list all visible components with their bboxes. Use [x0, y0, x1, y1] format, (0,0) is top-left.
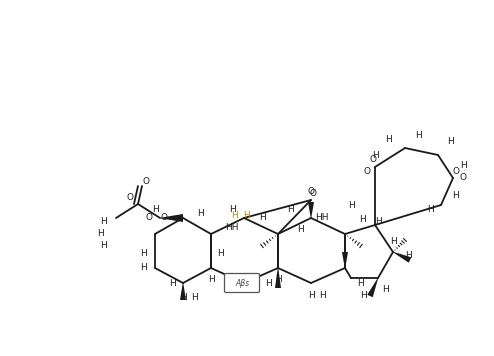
Text: H: H: [348, 200, 354, 209]
Text: H: H: [459, 161, 466, 169]
Text: H: H: [371, 151, 378, 159]
Text: H: H: [231, 211, 238, 220]
Text: H: H: [152, 205, 159, 215]
Text: HH: HH: [315, 214, 329, 222]
Text: O: O: [459, 173, 466, 183]
Text: H: H: [252, 278, 259, 288]
Text: H: H: [100, 218, 106, 226]
Text: H: H: [180, 293, 186, 302]
Text: H: H: [390, 237, 396, 246]
Text: H: H: [197, 209, 204, 218]
Text: O: O: [453, 167, 459, 176]
Text: H: H: [207, 276, 214, 284]
Text: H: H: [140, 263, 146, 272]
Text: H: H: [447, 137, 453, 147]
Text: H: H: [385, 136, 391, 145]
Text: H: H: [100, 241, 106, 250]
Text: H: H: [357, 278, 364, 288]
Text: H: H: [359, 215, 366, 225]
Text: H: H: [229, 205, 235, 215]
Text: H: H: [287, 205, 293, 215]
Text: O: O: [126, 193, 133, 201]
Text: O: O: [161, 214, 167, 222]
Text: H: H: [414, 131, 421, 140]
Text: HH: HH: [225, 224, 239, 232]
Text: H: H: [405, 251, 412, 260]
Polygon shape: [393, 252, 412, 263]
Text: H: H: [296, 225, 303, 235]
Text: O: O: [364, 167, 370, 176]
Polygon shape: [275, 268, 281, 288]
Text: O: O: [142, 178, 150, 187]
Text: H: H: [168, 278, 175, 288]
Text: H: H: [191, 293, 198, 302]
Text: H: H: [374, 218, 381, 226]
Text: H: H: [382, 286, 388, 294]
Text: H: H: [97, 229, 103, 237]
Text: H: H: [308, 290, 314, 299]
Text: H: H: [452, 190, 458, 199]
FancyBboxPatch shape: [224, 273, 259, 293]
Text: O: O: [307, 188, 315, 197]
Text: H: H: [275, 276, 282, 284]
Text: H: H: [217, 248, 223, 257]
Text: O: O: [370, 156, 376, 164]
Text: H: H: [265, 278, 271, 288]
Text: O: O: [146, 214, 153, 222]
Polygon shape: [180, 283, 186, 300]
Text: Aβs: Aβs: [235, 278, 249, 288]
Polygon shape: [367, 278, 378, 297]
Text: H: H: [243, 211, 249, 220]
Polygon shape: [160, 214, 183, 222]
Text: O: O: [310, 188, 317, 198]
Text: H: H: [140, 248, 146, 257]
Polygon shape: [308, 202, 314, 218]
Text: H: H: [259, 214, 265, 222]
Text: H: H: [427, 205, 433, 215]
Polygon shape: [342, 252, 348, 268]
Text: H: H: [360, 292, 367, 300]
Text: H: H: [319, 290, 326, 299]
